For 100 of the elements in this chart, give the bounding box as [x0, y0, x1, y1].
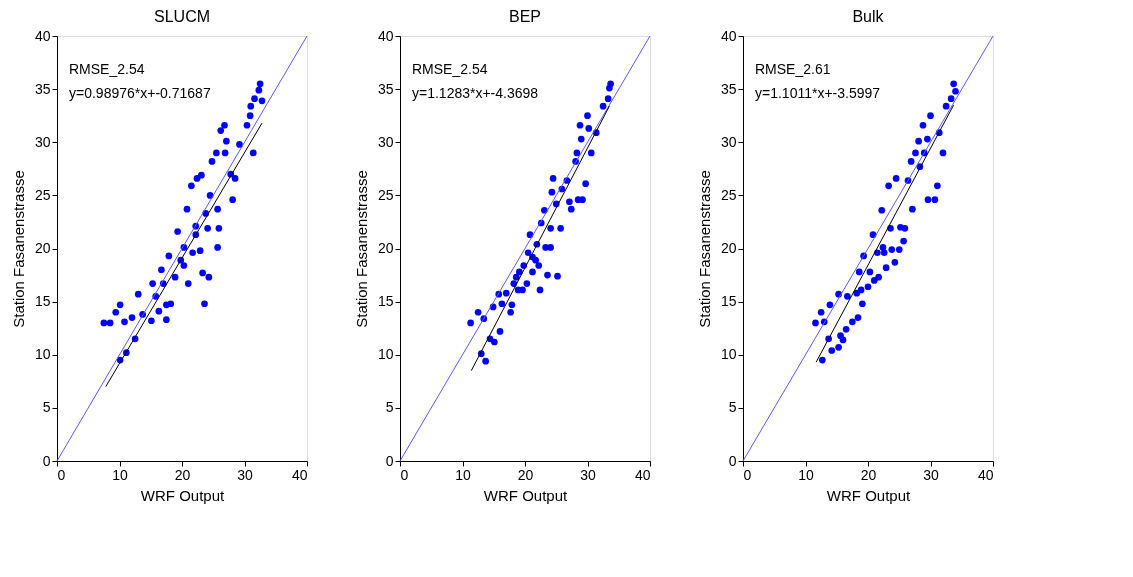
x-tick-label: 0: [57, 466, 66, 483]
point: [915, 137, 922, 145]
x-tick-label: 0: [400, 466, 409, 483]
point: [844, 292, 851, 300]
x-tick-label: 40: [977, 466, 994, 483]
point: [536, 286, 544, 294]
point: [496, 328, 504, 335]
point: [939, 149, 947, 157]
y-tick-label: 40: [720, 27, 737, 44]
y-tick-label: 5: [42, 399, 51, 416]
point: [875, 273, 882, 281]
point: [882, 264, 890, 271]
point: [859, 300, 866, 308]
x-tick-label: 20: [174, 466, 191, 483]
y-tick-label: 25: [34, 186, 51, 203]
point: [855, 268, 863, 276]
point: [864, 283, 872, 291]
point: [599, 102, 607, 110]
y-tick-label: 25: [720, 186, 737, 203]
point: [895, 246, 903, 253]
point: [950, 80, 957, 88]
point: [547, 224, 554, 232]
point: [549, 175, 557, 182]
point: [919, 121, 927, 129]
annotation: y=1.1011*x+-3.5997: [755, 85, 881, 101]
point: [891, 258, 899, 266]
y-tick-label: 15: [34, 293, 51, 310]
point: [819, 356, 826, 364]
x-tick-label: 30: [923, 466, 939, 483]
point: [866, 268, 874, 276]
x-tick-label: 40: [634, 466, 651, 483]
point: [907, 158, 915, 165]
point: [498, 300, 506, 308]
point: [584, 112, 591, 120]
point: [544, 271, 551, 279]
chart-title: BEP: [508, 8, 542, 25]
point: [835, 343, 842, 351]
x-tick-label: 20: [517, 466, 534, 483]
y-tick-label: 30: [720, 133, 737, 150]
point: [888, 246, 896, 253]
y-tick-label: 40: [34, 27, 51, 44]
point: [508, 301, 516, 309]
y-tick-label: 15: [720, 293, 737, 310]
annotation: y=0.98976*x+-0.71687: [69, 85, 211, 101]
point: [507, 308, 514, 316]
point: [857, 286, 865, 294]
point: [524, 249, 532, 257]
point: [547, 244, 554, 251]
y-tick-label: 35: [34, 80, 51, 97]
point: [927, 112, 934, 120]
y-tick-label: 35: [720, 80, 737, 97]
point: [587, 149, 595, 157]
y-tick-label: 5: [385, 399, 394, 416]
point: [576, 121, 584, 129]
point: [826, 301, 834, 309]
point: [842, 325, 850, 333]
point: [482, 357, 489, 365]
point: [516, 268, 523, 276]
y-tick-label: 35: [377, 80, 394, 97]
annotation: y=1.1283*x+-4.3698: [412, 85, 539, 101]
point: [952, 87, 959, 95]
x-axis-title: WRF Output: [140, 486, 225, 504]
x-axis-title: WRF Output: [826, 486, 911, 504]
point: [577, 135, 585, 143]
point: [839, 336, 847, 344]
point: [900, 237, 907, 245]
y-axis-title: Station Fasanenstrasse: [695, 170, 713, 328]
y-tick-label: 10: [34, 346, 51, 363]
point: [901, 224, 909, 232]
y-tick-label: 40: [377, 27, 394, 44]
point: [548, 188, 556, 196]
y-tick-label: 30: [377, 133, 394, 150]
chart-title: SLUCM: [153, 8, 211, 25]
point: [529, 268, 536, 276]
point: [817, 308, 825, 316]
point: [885, 182, 892, 190]
y-tick-label: 20: [377, 240, 394, 256]
point: [554, 272, 561, 280]
x-axis-title: WRF Output: [483, 486, 568, 504]
point: [567, 205, 575, 213]
y-tick-label: 30: [34, 133, 51, 150]
x-tick-label: 40: [291, 466, 308, 483]
point: [467, 319, 474, 327]
point: [947, 95, 955, 103]
point: [912, 149, 919, 157]
x-tick-label: 10: [455, 466, 471, 483]
point: [566, 198, 573, 206]
x-tick-label: 30: [580, 466, 596, 483]
x-tick-label: 10: [798, 466, 814, 483]
x-tick-label: 0: [743, 466, 752, 483]
point: [502, 289, 510, 297]
point: [924, 196, 932, 203]
y-axis-title: Station Fasanenstrasse: [352, 170, 370, 328]
point: [934, 182, 941, 190]
y-tick-label: 25: [377, 186, 394, 203]
point: [854, 314, 862, 321]
point: [604, 95, 612, 103]
point: [607, 80, 614, 88]
point: [491, 338, 498, 346]
x-tick-label: 30: [237, 466, 253, 483]
